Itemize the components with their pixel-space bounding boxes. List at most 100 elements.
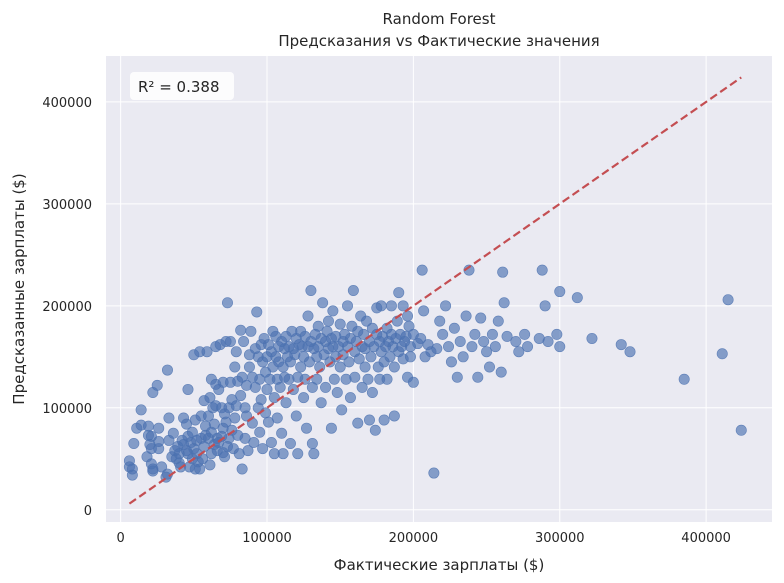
scatter-point — [443, 341, 455, 353]
scatter-point — [404, 351, 416, 363]
scatter-point — [328, 373, 340, 385]
scatter-point — [378, 414, 390, 426]
scatter-point — [254, 426, 266, 438]
scatter-point — [322, 315, 334, 327]
scatter-point — [554, 341, 566, 353]
x-ticks: 0 100000 200000 300000 400000 — [116, 531, 730, 546]
scatter-point — [298, 392, 310, 404]
scatter-point — [295, 361, 307, 373]
scatter-point — [302, 310, 314, 322]
x-tick-label: 0 — [116, 531, 124, 546]
scatter-point — [248, 436, 260, 448]
scatter-point — [381, 373, 393, 385]
scatter-point — [245, 325, 257, 337]
scatter-point — [510, 336, 522, 348]
y-ticks: 0 100000 200000 300000 400000 — [42, 96, 92, 519]
scatter-point — [369, 424, 381, 436]
scatter-point — [128, 437, 140, 449]
scatter-point — [261, 383, 273, 395]
scatter-point — [238, 336, 250, 348]
scatter-point — [229, 361, 241, 373]
scatter-point — [536, 264, 548, 276]
x-tick-label: 200000 — [389, 531, 439, 546]
scatter-point — [312, 320, 324, 332]
scatter-point — [311, 373, 323, 385]
scatter-point — [257, 443, 269, 455]
scatter-point — [241, 410, 253, 422]
r2-annotation: R² = 0.388 — [130, 72, 234, 100]
scatter-point — [336, 404, 348, 416]
scatter-point — [522, 341, 534, 353]
scatter-point — [358, 328, 370, 340]
scatter-point — [539, 300, 551, 312]
scatter-point — [388, 361, 400, 373]
scatter-point — [356, 381, 368, 393]
scatter-point — [204, 459, 216, 471]
y-tick-label: 200000 — [42, 300, 92, 315]
scatter-point — [571, 292, 583, 304]
scatter-point — [497, 266, 509, 278]
scatter-point — [161, 364, 173, 376]
scatter-point — [320, 381, 332, 393]
scatter-point — [230, 346, 242, 358]
scatter-point — [407, 376, 419, 388]
scatter-point — [385, 300, 397, 312]
chart-subtitle: Предсказания vs Фактические значения — [278, 32, 599, 50]
scatter-point — [440, 300, 452, 312]
scatter-point — [366, 386, 378, 398]
scatter-point — [274, 381, 286, 393]
scatter-point — [265, 436, 277, 448]
scatter-point — [343, 356, 355, 368]
scatter-point — [437, 328, 449, 340]
scatter-point — [204, 392, 216, 404]
scatter-point — [519, 328, 531, 340]
scatter-point — [235, 390, 247, 402]
scatter-point — [416, 264, 428, 276]
scatter-point — [551, 328, 563, 340]
scatter-point — [483, 361, 495, 373]
scatter-point — [219, 451, 231, 463]
scatter-point — [347, 285, 359, 297]
scatter-point — [624, 346, 636, 358]
y-tick-label: 100000 — [42, 402, 92, 417]
x-tick-label: 100000 — [242, 531, 292, 546]
scatter-point — [292, 448, 304, 460]
scatter-point — [486, 328, 498, 340]
scatter-point — [260, 407, 272, 419]
scatter-point — [251, 306, 263, 318]
scatter-point — [156, 461, 168, 473]
scatter-point — [362, 373, 374, 385]
scatter-point — [167, 427, 179, 439]
scatter-point — [363, 414, 375, 426]
scatter-point — [415, 332, 427, 344]
scatter-point — [513, 346, 525, 358]
scatter-point — [434, 315, 446, 327]
scatter-point — [397, 300, 409, 312]
scatter-point — [221, 297, 233, 309]
scatter-point — [495, 366, 507, 378]
scatter-point — [501, 330, 513, 342]
scatter-point — [236, 463, 248, 475]
y-tick-label: 400000 — [42, 96, 92, 111]
scatter-point — [353, 353, 365, 365]
scatter-point — [306, 437, 318, 449]
scatter-point — [384, 351, 396, 363]
scatter-point — [478, 336, 490, 348]
scatter-point — [492, 315, 504, 327]
scatter-point — [365, 351, 377, 363]
scatter-point — [678, 373, 690, 385]
scatter-point — [163, 412, 175, 424]
scatter-point — [284, 437, 296, 449]
scatter-point — [229, 412, 241, 424]
scatter-point — [393, 287, 405, 299]
y-tick-label: 0 — [84, 504, 92, 519]
scatter-point — [315, 397, 327, 409]
scatter-point — [271, 412, 283, 424]
scatter-point — [542, 336, 554, 348]
scatter-point — [498, 297, 510, 309]
x-tick-label: 300000 — [535, 531, 585, 546]
scatter-point — [325, 422, 337, 434]
scatter-point — [586, 332, 598, 344]
scatter-point — [481, 346, 493, 358]
